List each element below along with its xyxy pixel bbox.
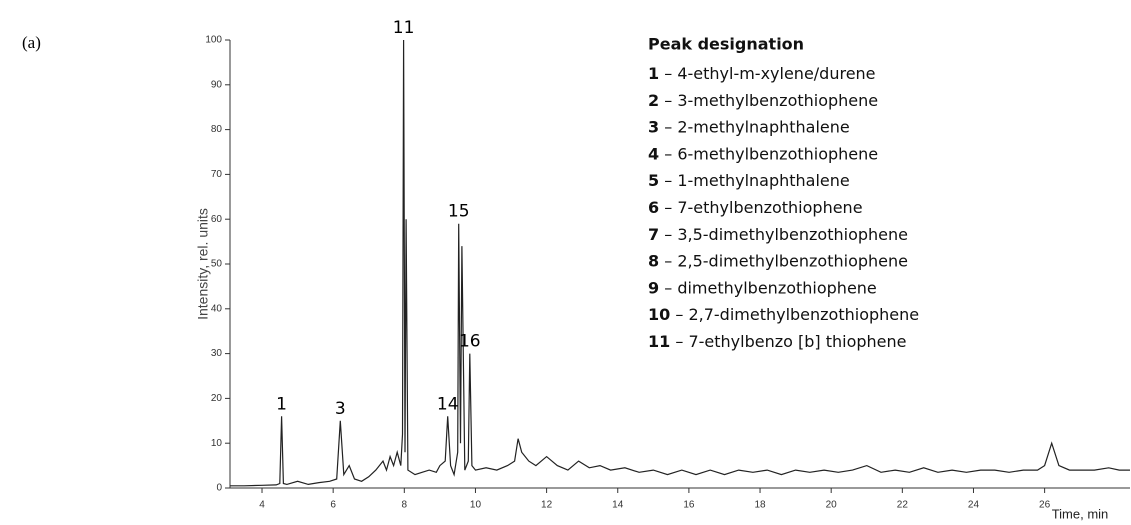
legend-number: 10 <box>648 305 670 324</box>
legend-name: dimethylbenzothiophene <box>677 278 876 297</box>
y-tick-label: 0 <box>216 483 222 494</box>
legend-name: 2,5-dimethylbenzothiophene <box>677 251 908 270</box>
y-tick-label: 80 <box>211 124 223 135</box>
x-tick-label: 6 <box>330 500 336 511</box>
legend-number: 7 <box>648 224 659 243</box>
legend-number: 4 <box>648 144 659 163</box>
legend-name: 2,7-dimethylbenzothiophene <box>688 305 919 324</box>
peak-label: 11 <box>393 18 415 38</box>
x-tick-label: 10 <box>470 500 482 511</box>
legend-number: 9 <box>648 278 659 297</box>
legend-item: 5 – 1-methylnaphthalene <box>648 171 850 190</box>
legend-name: 4-ethyl-m-xylene/durene <box>677 64 875 83</box>
legend-number: 8 <box>648 251 659 270</box>
peak-label: 1 <box>276 394 287 414</box>
y-tick-label: 40 <box>211 303 223 314</box>
legend-dash: – <box>670 332 688 351</box>
legend-item: 6 – 7-ethylbenzothiophene <box>648 198 863 217</box>
trace <box>230 39 1130 487</box>
legend-name: 7-ethylbenzothiophene <box>677 198 862 217</box>
legend-name: 3-methylbenzothiophene <box>677 90 878 109</box>
legend-dash: – <box>659 198 677 217</box>
legend-dash: – <box>659 278 677 297</box>
peak-label: 3 <box>335 399 346 419</box>
x-tick-label: 8 <box>402 500 408 511</box>
x-axis-label: Time, min <box>1052 506 1109 521</box>
peak-label: 15 <box>448 202 470 222</box>
y-tick-label: 70 <box>211 169 223 180</box>
x-tick-label: 26 <box>1039 500 1051 511</box>
y-tick-label: 10 <box>211 438 223 449</box>
legend-dash: – <box>659 117 677 136</box>
x-tick-label: 4 <box>259 500 265 511</box>
x-tick-label: 20 <box>826 500 838 511</box>
legend-name: 3,5-dimethylbenzothiophene <box>677 224 908 243</box>
legend-number: 3 <box>648 117 659 136</box>
legend-number: 2 <box>648 90 659 109</box>
legend-dash: – <box>659 224 677 243</box>
legend-item: 7 – 3,5-dimethylbenzothiophene <box>648 224 908 243</box>
x-tick-label: 22 <box>897 500 909 511</box>
y-axis-label: Intensity, rel. units <box>195 208 211 320</box>
y-tick-label: 90 <box>211 79 223 90</box>
legend-item: 9 – dimethylbenzothiophene <box>648 278 877 297</box>
legend-dash: – <box>670 305 688 324</box>
x-tick-label: 14 <box>612 500 624 511</box>
legend-name: 6-methylbenzothiophene <box>677 144 878 163</box>
legend-name: 7-ethylbenzo [b] thiophene <box>688 332 906 351</box>
y-tick-label: 60 <box>211 214 223 225</box>
legend-dash: – <box>659 171 677 190</box>
y-tick-label: 100 <box>205 35 222 46</box>
legend-item: 1 – 4-ethyl-m-xylene/durene <box>648 64 876 83</box>
x-tick-label: 24 <box>968 500 980 511</box>
legend-number: 1 <box>648 64 659 83</box>
legend-item: 11 – 7-ethylbenzo [b] thiophene <box>648 332 906 351</box>
peak-label: 16 <box>459 332 481 352</box>
legend-item: 10 – 2,7-dimethylbenzothiophene <box>648 305 919 324</box>
legend-number: 6 <box>648 198 659 217</box>
legend-dash: – <box>659 64 677 83</box>
legend-number: 5 <box>648 171 659 190</box>
legend-dash: – <box>659 251 677 270</box>
y-tick-label: 50 <box>211 259 223 270</box>
legend-item: 3 – 2-methylnaphthalene <box>648 117 850 136</box>
y-tick-label: 20 <box>211 393 223 404</box>
peak-label: 14 <box>437 394 459 414</box>
legend-dash: – <box>659 144 677 163</box>
x-tick-label: 16 <box>683 500 695 511</box>
legend-name: 1-methylnaphthalene <box>677 171 849 190</box>
y-tick-label: 30 <box>211 348 223 359</box>
legend-dash: – <box>659 90 677 109</box>
legend-title: Peak designation <box>648 35 804 54</box>
legend-item: 4 – 6-methylbenzothiophene <box>648 144 878 163</box>
legend-name: 2-methylnaphthalene <box>677 117 849 136</box>
legend-item: 2 – 3-methylbenzothiophene <box>648 90 878 109</box>
legend-number: 11 <box>648 332 670 351</box>
x-tick-label: 12 <box>541 500 553 511</box>
legend-item: 8 – 2,5-dimethylbenzothiophene <box>648 251 908 270</box>
x-tick-label: 18 <box>754 500 766 511</box>
panel-label: (a) <box>22 33 41 52</box>
